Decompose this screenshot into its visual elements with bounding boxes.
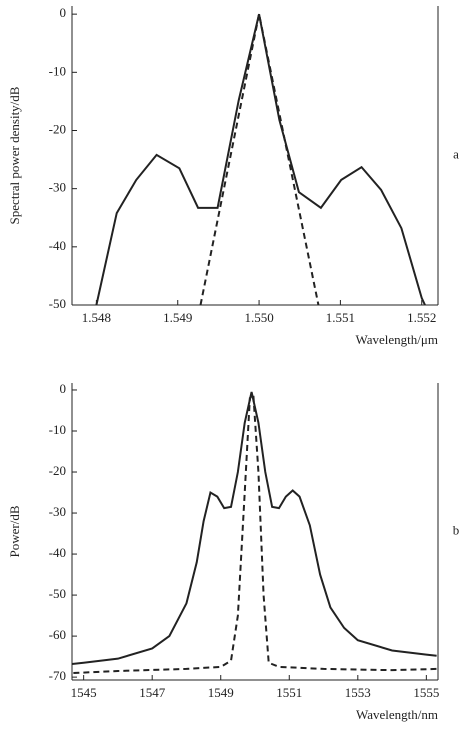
x-tick-label: 1547 [139, 685, 166, 700]
x-tick-label: 1551 [276, 685, 302, 700]
data-line [71, 391, 437, 665]
y-tick-label: -50 [49, 586, 66, 601]
x-tick-label: 1555 [413, 685, 439, 700]
x-tick-label: 1.552 [407, 310, 436, 325]
y-tick-label: -10 [49, 422, 66, 437]
y-tick-label: -30 [49, 504, 66, 519]
y-tick-label: -20 [49, 121, 66, 136]
y-tick-label: -10 [49, 63, 66, 78]
y-axis-title: Spectral power density/dB [7, 86, 22, 224]
y-tick-label: -60 [49, 627, 66, 642]
y-tick-label: 0 [60, 381, 67, 396]
y-tick-label: -50 [49, 296, 66, 311]
y-tick-label: -20 [49, 463, 66, 478]
y-tick-label: -70 [49, 668, 66, 683]
data-line [95, 13, 426, 306]
x-axis-title: Wavelength/nm [356, 707, 438, 722]
data-line [199, 13, 320, 306]
y-tick-label: -30 [49, 180, 66, 195]
panel-label: b [453, 522, 460, 537]
x-tick-label: 1553 [345, 685, 371, 700]
data-line [73, 391, 437, 675]
y-tick-label: -40 [49, 545, 66, 560]
x-axis-title: Wavelength/μm [356, 332, 438, 347]
x-tick-label: 1.550 [244, 310, 273, 325]
y-tick-label: -40 [49, 238, 66, 253]
y-axis-title: Power/dB [7, 505, 22, 557]
x-tick-label: 1.549 [163, 310, 192, 325]
x-tick-label: 1549 [208, 685, 234, 700]
x-tick-label: 1545 [71, 685, 97, 700]
x-tick-label: 1.548 [82, 310, 111, 325]
y-tick-label: 0 [60, 5, 67, 20]
x-tick-label: 1.551 [326, 310, 355, 325]
panel-label: a [453, 146, 459, 161]
